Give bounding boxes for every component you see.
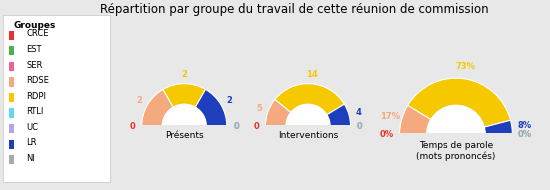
- Text: 0: 0: [233, 122, 239, 131]
- Wedge shape: [408, 78, 510, 127]
- Text: Interventions: Interventions: [278, 131, 338, 140]
- Wedge shape: [327, 104, 350, 126]
- Bar: [9, 139, 14, 149]
- Text: 0: 0: [233, 122, 239, 131]
- Text: LR: LR: [26, 138, 37, 147]
- Wedge shape: [195, 89, 227, 126]
- Wedge shape: [427, 105, 485, 135]
- Text: 0: 0: [357, 122, 363, 131]
- Wedge shape: [275, 84, 344, 115]
- Text: 17%: 17%: [379, 112, 400, 120]
- Text: 0: 0: [357, 122, 363, 131]
- Text: Présents: Présents: [165, 131, 204, 140]
- Text: 2: 2: [136, 96, 142, 105]
- Text: SER: SER: [26, 61, 43, 70]
- Text: CRCE: CRCE: [26, 29, 49, 38]
- Text: 0%: 0%: [518, 130, 532, 139]
- Text: 0: 0: [253, 122, 259, 131]
- Text: UC: UC: [26, 123, 39, 132]
- Bar: [9, 108, 14, 118]
- Bar: [9, 46, 14, 55]
- Text: Groupes: Groupes: [13, 21, 56, 30]
- Text: NI: NI: [26, 154, 35, 163]
- Text: Temps de parole
(mots prononcés): Temps de parole (mots prononcés): [416, 141, 496, 161]
- Text: 0%: 0%: [518, 130, 532, 139]
- Text: 2: 2: [226, 96, 232, 105]
- Wedge shape: [399, 105, 431, 135]
- Bar: [366, 133, 546, 168]
- Bar: [9, 77, 14, 86]
- Bar: [240, 125, 376, 152]
- Wedge shape: [485, 120, 513, 135]
- Text: 73%: 73%: [456, 62, 476, 71]
- Bar: [9, 62, 14, 71]
- Text: 4: 4: [355, 108, 361, 117]
- Text: 0: 0: [129, 122, 135, 131]
- Text: 5: 5: [256, 104, 262, 113]
- Bar: [9, 31, 14, 40]
- Text: 8%: 8%: [517, 121, 531, 130]
- Text: RDPI: RDPI: [26, 92, 46, 101]
- Text: RDSE: RDSE: [26, 76, 49, 85]
- Wedge shape: [286, 104, 330, 126]
- Wedge shape: [163, 84, 206, 107]
- Bar: [116, 125, 252, 152]
- Wedge shape: [266, 99, 291, 126]
- Wedge shape: [142, 89, 173, 126]
- Text: RTLI: RTLI: [26, 107, 43, 116]
- Wedge shape: [162, 104, 206, 126]
- Text: 2: 2: [182, 70, 187, 79]
- Text: Répartition par groupe du travail de cette réunion de commission: Répartition par groupe du travail de cet…: [100, 3, 488, 16]
- Text: 14: 14: [306, 70, 317, 79]
- Bar: [9, 93, 14, 102]
- Text: EST: EST: [26, 45, 42, 54]
- Bar: [9, 124, 14, 133]
- Bar: [9, 155, 14, 164]
- Text: 0%: 0%: [380, 130, 394, 139]
